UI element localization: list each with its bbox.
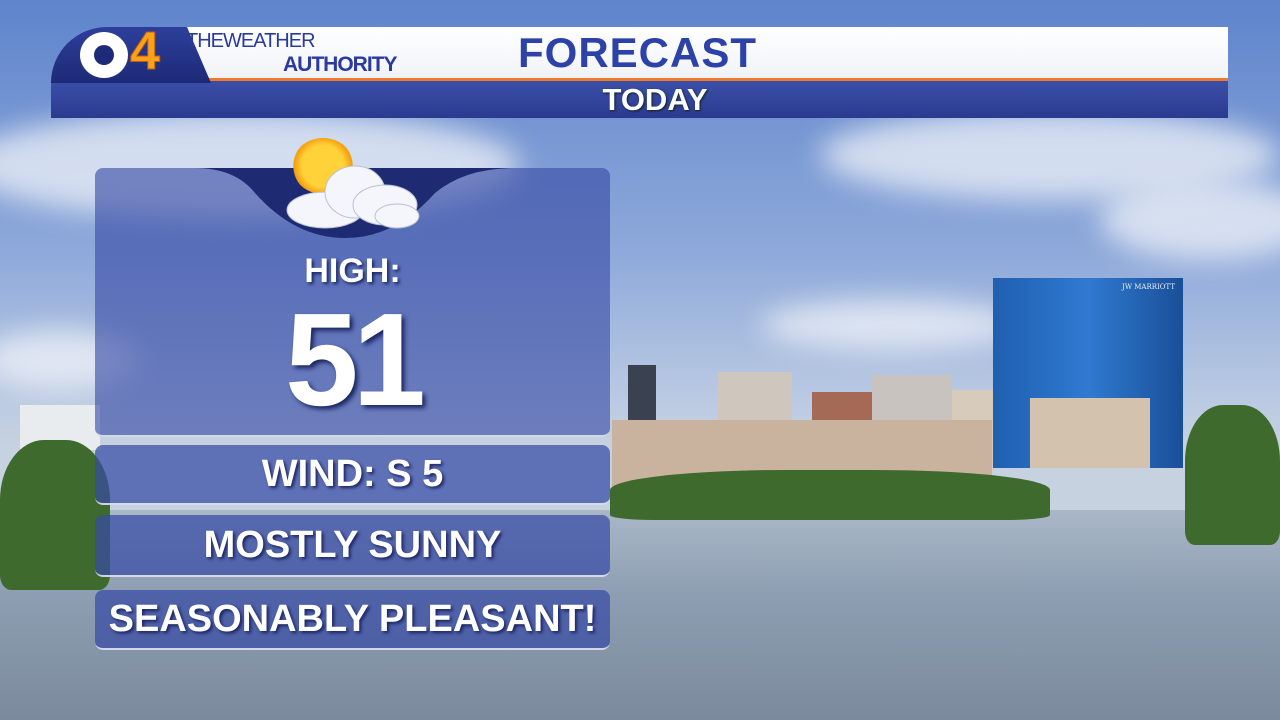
cloud <box>760 300 1020 350</box>
page-title: FORECAST <box>518 29 757 76</box>
building-sign: JW MARRIOTT <box>1122 283 1175 291</box>
tagline-line2: AUTHORITY <box>283 53 397 76</box>
remark-bar: SEASONABLY PLEASANT! <box>95 590 610 650</box>
tagline-line1: THEWEATHER <box>186 30 316 52</box>
building <box>1030 398 1150 468</box>
high-temperature: 51 <box>285 286 426 433</box>
channel-number-logo: 4 <box>129 21 161 81</box>
header-subbar <box>51 81 1228 118</box>
logo-background <box>51 27 211 83</box>
building <box>628 365 656 425</box>
cloud <box>1100 180 1280 260</box>
page-subtitle: TODAY <box>602 82 708 117</box>
trees <box>0 440 110 590</box>
high-label: HIGH: <box>304 252 401 290</box>
trees <box>610 470 1050 520</box>
trees <box>1185 405 1280 545</box>
cbs-eye-logo <box>80 32 128 78</box>
wind-bar: WIND: S 5 <box>95 445 610 505</box>
header-bar <box>180 27 1228 81</box>
condition-bar: MOSTLY SUNNY <box>95 515 610 577</box>
partly-sunny-icon <box>286 165 420 229</box>
